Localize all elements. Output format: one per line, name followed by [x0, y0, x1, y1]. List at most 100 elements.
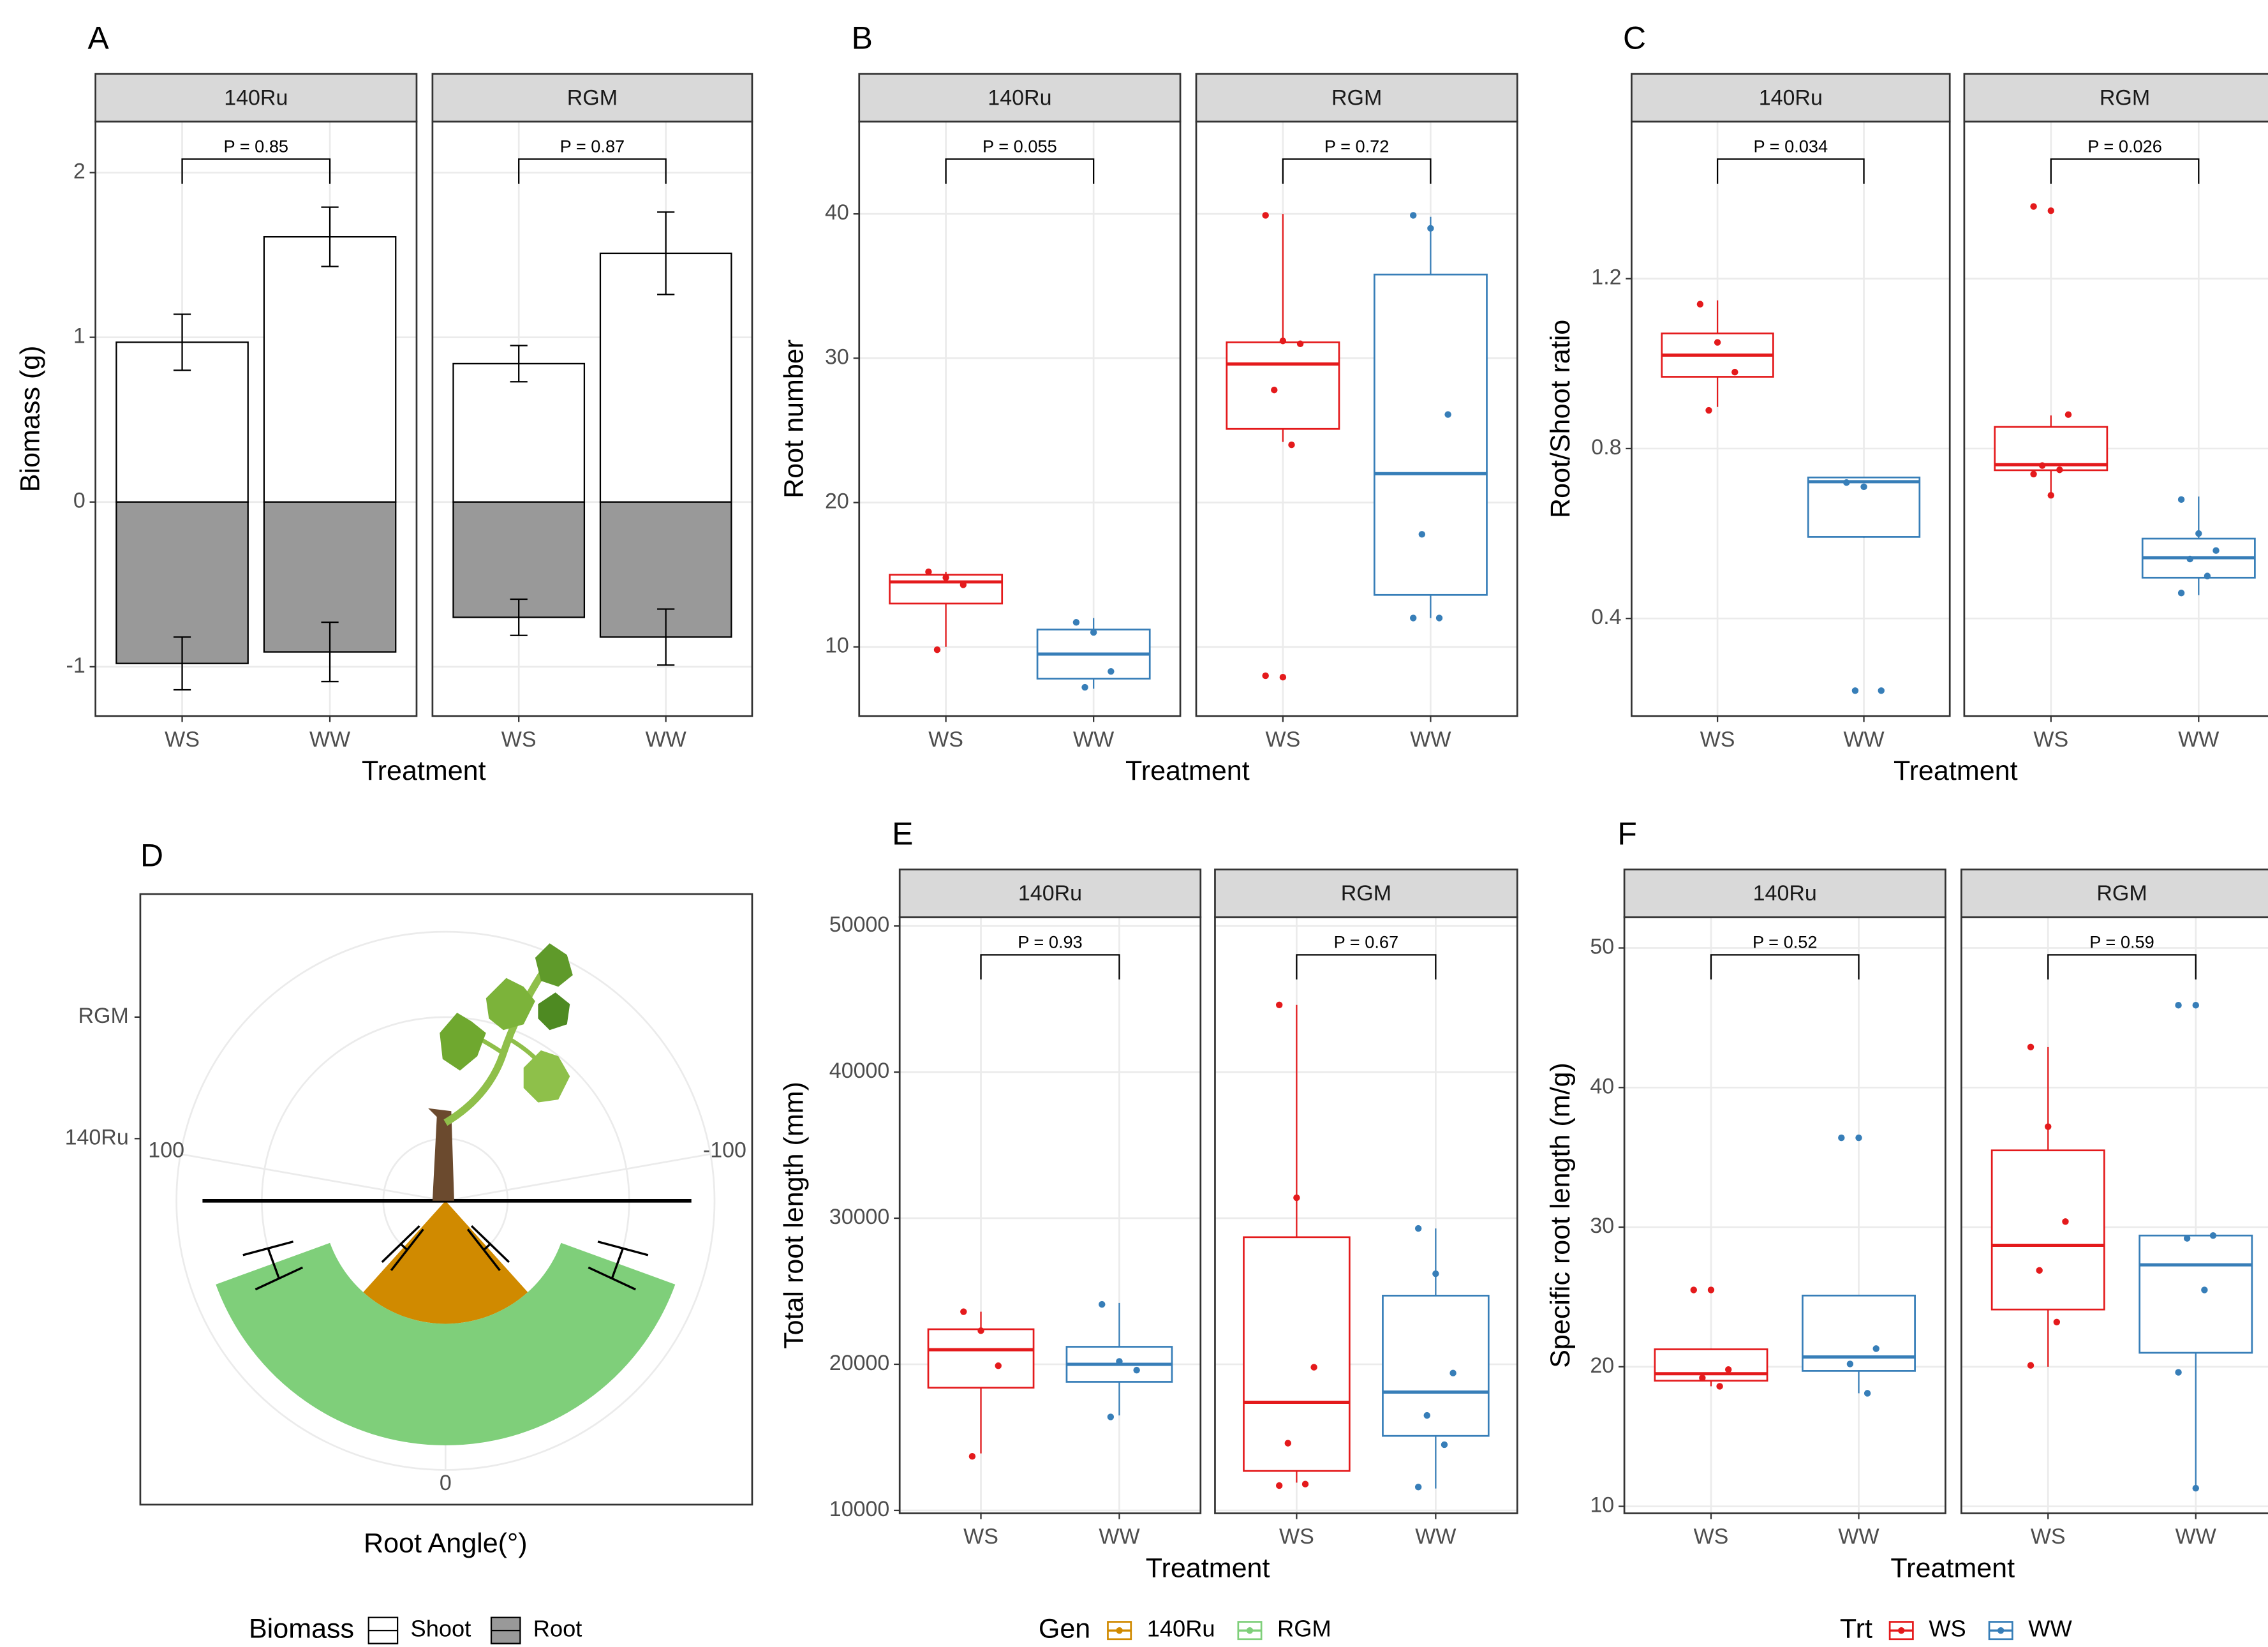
y-tick-label: 10: [1590, 1493, 1614, 1517]
facet-label: 140Ru: [988, 86, 1051, 110]
p-value: P = 0.67: [1334, 932, 1399, 951]
x-tick-label: -100: [703, 1138, 746, 1163]
x-tick-label: WW: [646, 727, 686, 752]
point: [2027, 1362, 2034, 1368]
point: [2178, 590, 2184, 596]
facet-label: 140Ru: [1753, 881, 1817, 905]
point: [1691, 1286, 1697, 1293]
legend-title: Biomass: [249, 1614, 354, 1644]
point: [1419, 531, 1425, 537]
page: 140RuP = 0.85WSWWRGMP = 0.87WSWW-1012Bio…: [0, 0, 2268, 1647]
y-tick-label: 20: [1590, 1353, 1614, 1378]
y-tick-label: RGM: [78, 1004, 128, 1028]
legend-label: Root: [533, 1616, 582, 1642]
point: [1302, 1481, 1308, 1487]
point: [1116, 1358, 1122, 1364]
point: [1271, 387, 1277, 393]
x-tick-label: WW: [1073, 727, 1114, 752]
point: [1731, 369, 1738, 375]
legend-label: WS: [1929, 1616, 1966, 1642]
point: [1714, 339, 1721, 345]
point: [1708, 1286, 1714, 1293]
bar: [453, 364, 584, 502]
point: [1133, 1367, 1139, 1373]
bar: [264, 237, 396, 502]
legend-label: Shoot: [411, 1616, 471, 1642]
point: [1697, 301, 1703, 307]
point: [1293, 1195, 1300, 1201]
point: [1410, 212, 1416, 218]
x-tick-label: WW: [1838, 1524, 1879, 1549]
point: [1847, 1360, 1853, 1367]
y-tick-label: 20000: [829, 1351, 890, 1375]
legend-label: RGM: [1277, 1616, 1331, 1642]
point: [1415, 1225, 1421, 1232]
y-tick-label: 40: [1590, 1074, 1614, 1098]
point: [934, 646, 940, 653]
legend-key-dot: [1116, 1627, 1122, 1634]
x-tick-label: WS: [928, 727, 963, 752]
panel-background: [1964, 121, 2268, 716]
y-tick-label: 2: [73, 159, 85, 183]
point: [1310, 1364, 1317, 1370]
panel-background: [1624, 917, 1945, 1513]
point: [2048, 207, 2054, 214]
point: [995, 1362, 1002, 1369]
x-tick-label: 0: [440, 1471, 452, 1495]
y-axis-title: Specific root length (m/g): [1545, 1062, 1576, 1368]
x-tick-label: WS: [1700, 727, 1735, 752]
point: [1705, 407, 1712, 414]
y-tick-label: -1: [66, 653, 85, 678]
p-value: P = 0.034: [1753, 136, 1828, 156]
y-tick-label: 30000: [829, 1205, 890, 1229]
p-value: P = 0.055: [982, 136, 1057, 156]
y-tick-label: 40: [825, 200, 849, 225]
point: [1280, 338, 1286, 344]
box: [1802, 1295, 1915, 1371]
point: [2062, 1218, 2068, 1225]
x-tick-label: WS: [501, 727, 537, 752]
point: [1090, 629, 1097, 636]
x-tick-label: WS: [2033, 727, 2068, 752]
x-tick-label: WS: [963, 1524, 998, 1549]
x-axis-title: Root Angle(°): [364, 1528, 528, 1559]
point: [1108, 1413, 1114, 1420]
p-value: P = 0.026: [2087, 136, 2162, 156]
p-value: P = 0.87: [560, 136, 625, 156]
point: [2201, 1286, 2207, 1293]
y-tick-label: 0: [73, 489, 85, 513]
box: [2140, 1235, 2252, 1353]
point: [1276, 1002, 1282, 1008]
point: [2178, 496, 2184, 503]
panel-letter: C: [1623, 20, 1646, 56]
point: [1099, 1301, 1105, 1308]
point: [960, 581, 967, 588]
point: [2048, 492, 2054, 498]
y-axis-title: Root/Shoot ratio: [1545, 320, 1576, 518]
point: [925, 569, 931, 575]
point: [1424, 1412, 1430, 1419]
x-tick-label: WS: [2031, 1524, 2066, 1549]
point: [1716, 1383, 1723, 1389]
point: [942, 574, 949, 581]
box: [1992, 1151, 2104, 1309]
y-tick-label: 30: [1590, 1214, 1614, 1238]
point: [1285, 1440, 1291, 1446]
point: [2210, 1232, 2216, 1239]
p-value: P = 0.59: [2089, 932, 2154, 951]
point: [1415, 1484, 1421, 1490]
x-tick-label: WW: [1415, 1524, 1456, 1549]
point: [1073, 619, 1079, 625]
x-tick-label: WW: [2175, 1524, 2216, 1549]
y-tick-label: 50000: [829, 913, 890, 937]
legend-key-dot: [1247, 1627, 1253, 1634]
point: [1436, 615, 1442, 621]
p-value: P = 0.52: [1753, 932, 1818, 951]
legend-label: 140Ru: [1147, 1616, 1215, 1642]
panel-letter: F: [1617, 816, 1636, 852]
x-tick-label: WW: [1099, 1524, 1139, 1549]
point: [2193, 1002, 2199, 1008]
legend-key-dot: [1898, 1627, 1904, 1634]
point: [977, 1327, 984, 1334]
point: [1108, 668, 1114, 674]
